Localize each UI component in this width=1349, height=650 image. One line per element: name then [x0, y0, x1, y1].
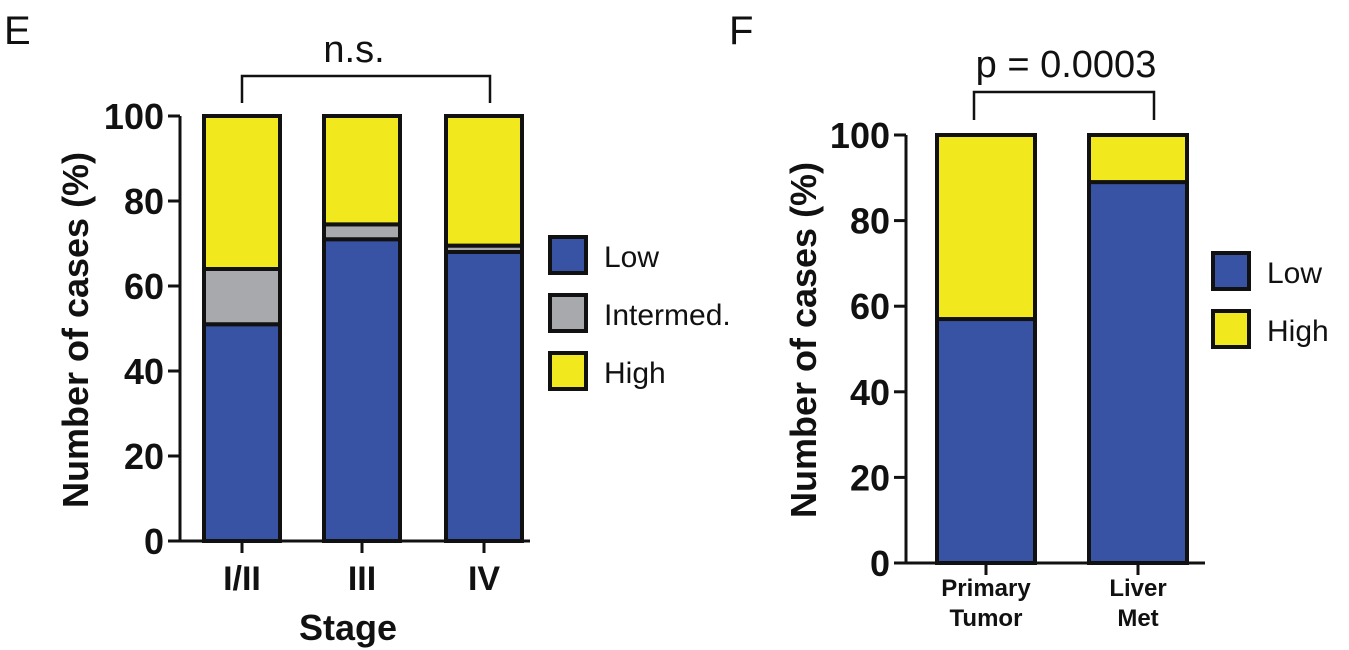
panel-letter-e: E [4, 9, 31, 53]
legend-f: Low High [1211, 251, 1329, 349]
bars-f [935, 133, 1189, 566]
x-tick-label-f-liver-met-line1: Liver [1109, 575, 1166, 602]
legend-label-f-low: Low [1267, 257, 1322, 290]
bar-e-iii-high [322, 114, 402, 227]
x-tick-label-e-iii: III [348, 560, 376, 598]
bar-e-iv-low [444, 250, 524, 543]
x-tick-label-f-primary-tumor-line1: Primary [941, 575, 1031, 602]
y-tick-label-e-0: 0 [144, 521, 164, 562]
legend-e: Low Intermed. High [548, 235, 731, 391]
bars-e [202, 114, 524, 543]
bar-e-i-ii-intermed [202, 267, 282, 327]
panel-letter-f: F [729, 9, 753, 53]
bar-e-i-ii-high [202, 114, 282, 271]
x-tick-label-e-iv: IV [468, 560, 500, 598]
y-tick-label-f-40: 40 [850, 372, 890, 413]
bar-e-iii-low [322, 237, 402, 543]
legend-label-f-high: High [1267, 315, 1329, 348]
bar-f-liver-met-low [1087, 180, 1189, 566]
y-tick-label-f-80: 80 [850, 201, 890, 242]
y-tick-label-e-40: 40 [124, 351, 164, 392]
bar-e-i-ii-low [202, 322, 282, 543]
legend-swatch-e-high [548, 351, 588, 391]
y-tick-label-f-60: 60 [850, 286, 890, 327]
x-tick-label-e-i-ii: I/II [223, 560, 261, 598]
y-tick-label-e-100: 100 [104, 96, 164, 137]
axis-e: 0 20 40 60 80 100 I/II III IV [104, 96, 530, 598]
legend-swatch-e-low [548, 235, 588, 275]
significance-bracket-e [240, 74, 492, 103]
panel-f: F p = 0.0003 0 20 40 60 80 100 Primary Tumor Liv… [729, 9, 1329, 632]
bar-f-primary-tumor-high [935, 133, 1037, 322]
legend-label-e-intermed: Intermed. [604, 299, 731, 332]
x-tick-label-f-primary-tumor-line2: Tumor [950, 605, 1023, 632]
panel-e: E n.s. 0 20 40 60 80 100 I/II III IV Number of c… [4, 9, 731, 648]
significance-label-f: p = 0.0003 [976, 44, 1157, 86]
axis-f: 0 20 40 60 80 100 Primary Tumor Liver Met [830, 115, 1205, 632]
y-tick-label-f-20: 20 [850, 457, 890, 498]
legend-swatch-e-intermed [548, 293, 588, 333]
significance-label-e: n.s. [323, 29, 384, 71]
bar-e-iii-intermed [322, 222, 402, 242]
legend-swatch-f-low [1211, 251, 1251, 291]
y-tick-label-f-100: 100 [830, 115, 890, 156]
y-tick-label-e-20: 20 [124, 436, 164, 477]
legend-label-e-high: High [604, 357, 666, 390]
x-axis-title-e: Stage [299, 607, 397, 648]
legend-label-e-low: Low [604, 241, 659, 274]
significance-bracket-f [972, 90, 1156, 120]
x-tick-label-f-liver-met-line2: Met [1117, 605, 1158, 632]
y-tick-label-e-60: 60 [124, 266, 164, 307]
y-axis-title-f: Number of cases (%) [783, 162, 824, 518]
y-tick-label-e-80: 80 [124, 181, 164, 222]
bar-f-liver-met-high [1087, 133, 1189, 185]
y-axis-title-e: Number of cases (%) [55, 152, 96, 508]
y-tick-label-f-0: 0 [870, 543, 890, 584]
bar-e-iv-high [444, 114, 524, 248]
bar-f-primary-tumor-low [935, 317, 1037, 566]
legend-swatch-f-high [1211, 309, 1251, 349]
